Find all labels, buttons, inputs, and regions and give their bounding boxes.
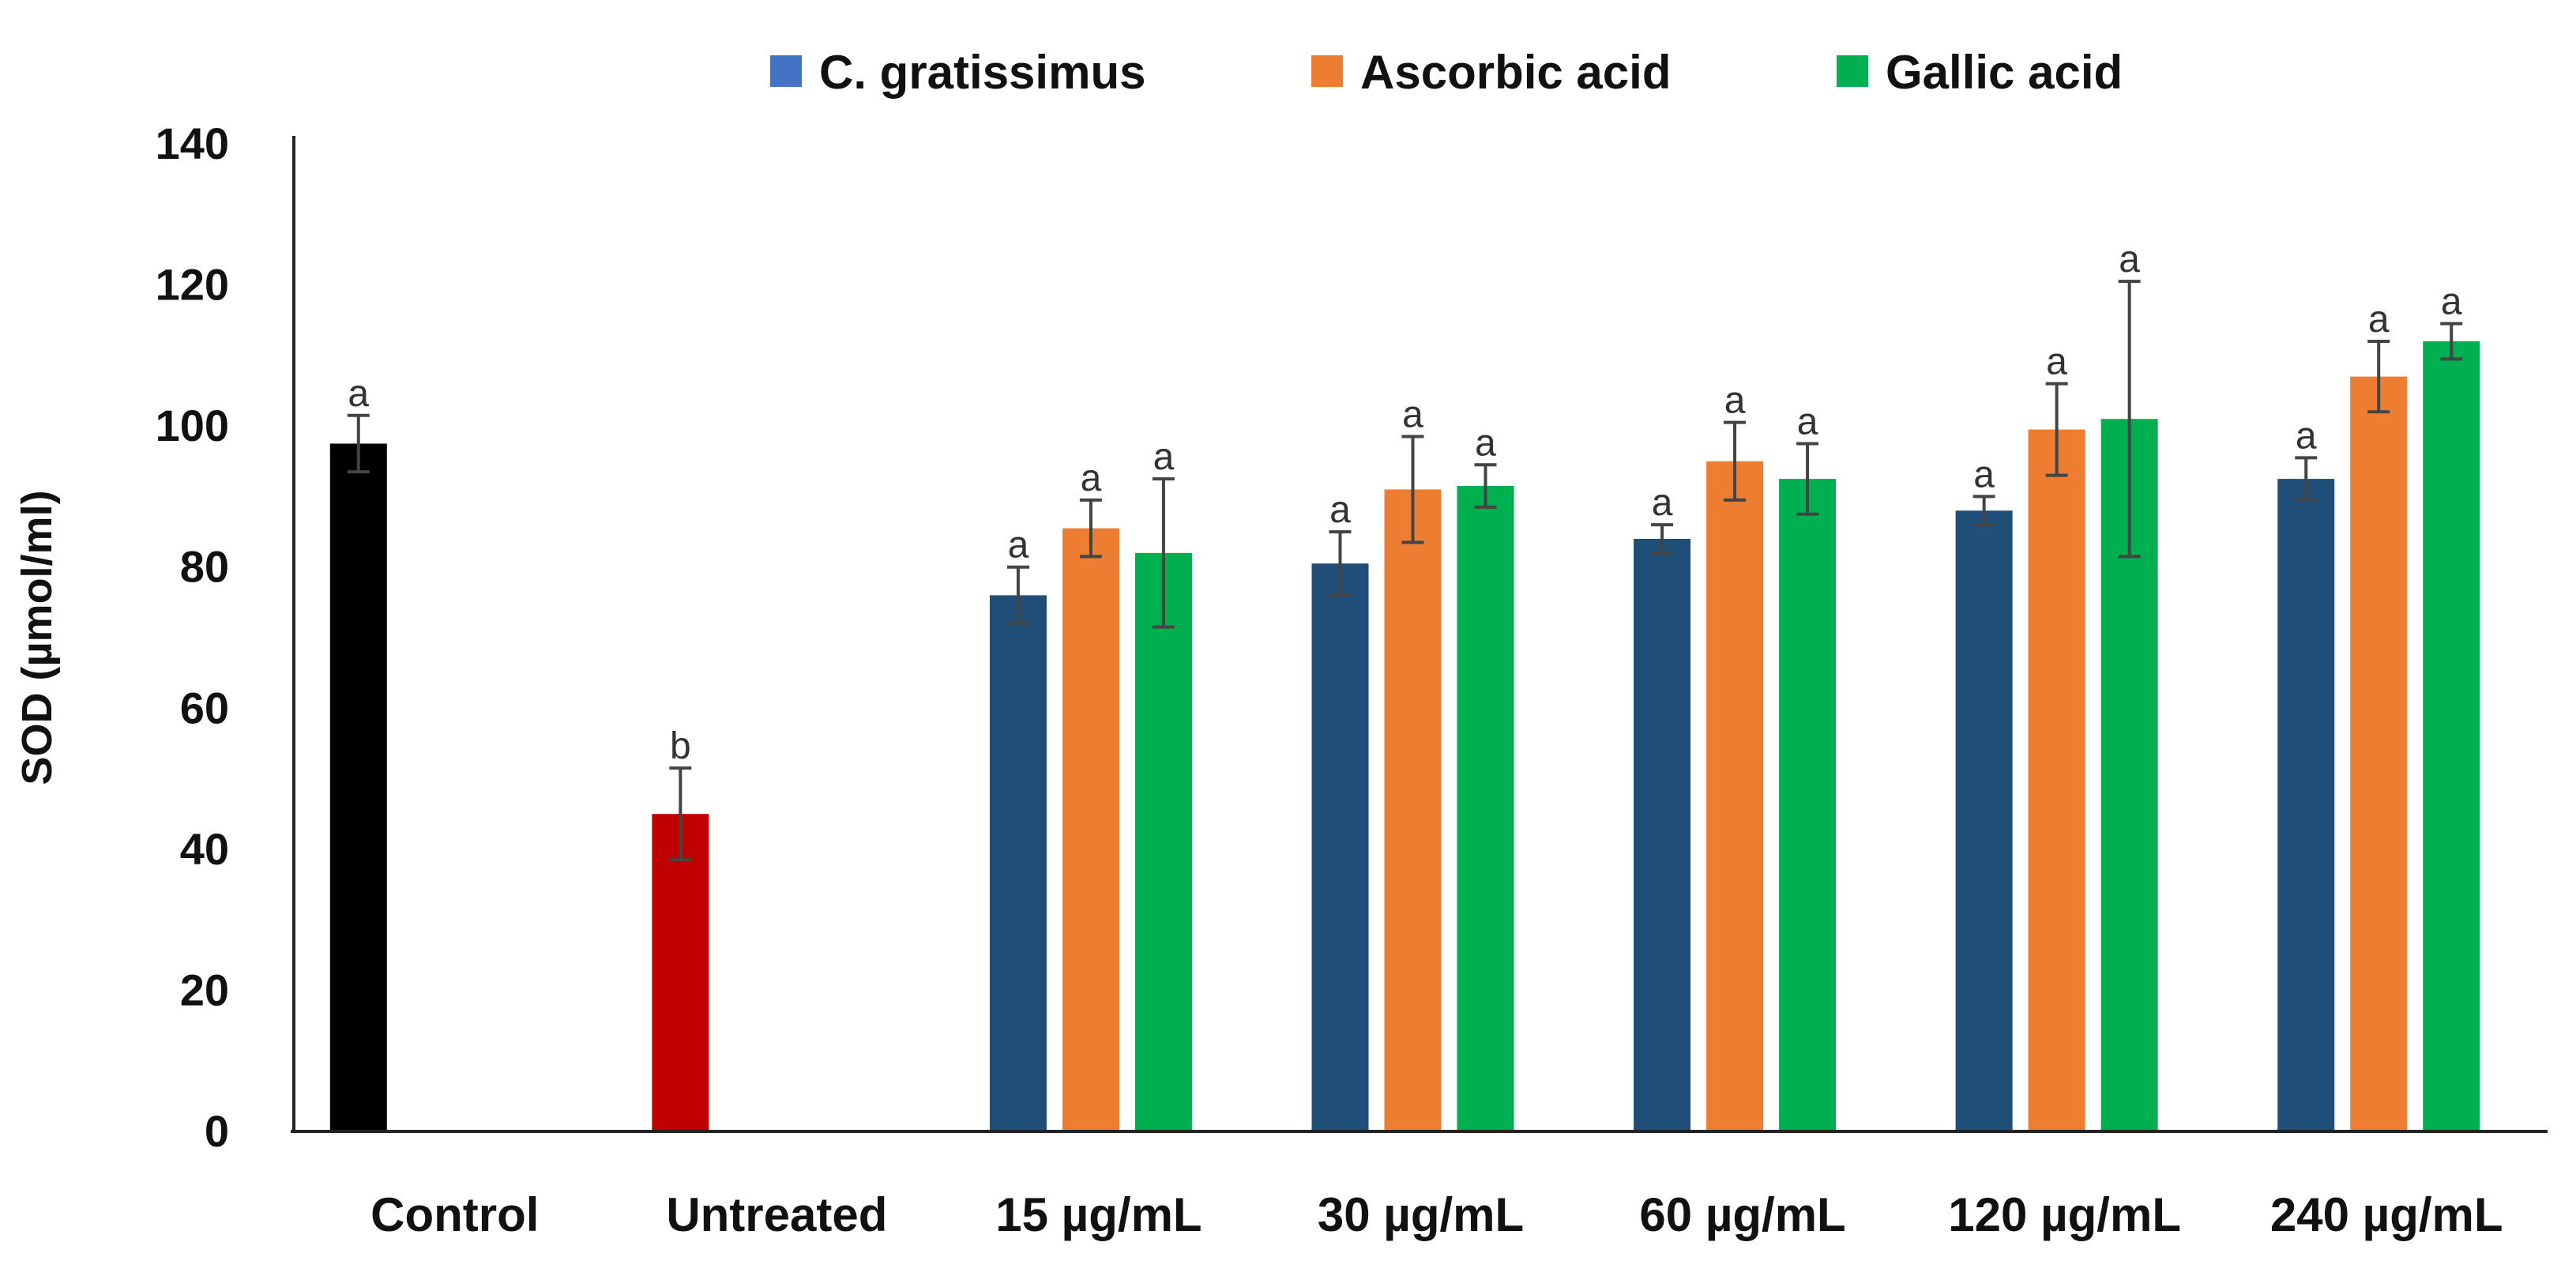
gallic-acid-60-g-ml-bar [1779,479,1837,1131]
legend-label-ascorbic-acid: Ascorbic acid [1360,46,1672,99]
c-gratissimus-240-g-ml-error-bar [2295,456,2318,502]
c-gratissimus-30-g-ml-bar [1311,563,1369,1131]
untreated-significance-label: b [670,725,691,767]
y-tick-label-20: 20 [180,965,229,1014]
c-gratissimus-60-g-ml-significance-label: a [1652,482,1673,524]
gallic-acid-30-g-ml-error-bar [1474,463,1497,509]
ascorbic-acid-60-g-ml-significance-label: a [1724,380,1746,422]
legend-swatch-ascorbic-acid [1311,55,1343,87]
gallic-acid-60-g-ml-error-bar [1796,442,1819,516]
c-gratissimus-15-g-ml-bar [989,595,1047,1131]
gallic-acid-240-g-ml-error-bar [2440,322,2463,361]
bars-group [329,341,2480,1132]
ascorbic-acid-15-g-ml-error-bar [1079,498,1102,559]
gallic-acid-240-g-ml-significance-label: a [2441,281,2462,323]
ascorbic-acid-120-g-ml-significance-label: a [2046,341,2067,383]
ascorbic-acid-60-g-ml-bar [1706,461,1764,1131]
legend-swatch-c-gratissimus [770,55,802,87]
c-gratissimus-30-g-ml-error-bar [1329,530,1352,597]
gallic-acid-60-g-ml-significance-label: a [1797,401,1818,442]
gallic-acid-15-g-ml-significance-label: a [1153,436,1175,478]
untreated-bar [652,814,709,1131]
c-gratissimus-240-g-ml-significance-label: a [2296,415,2317,457]
c-gratissimus-120-g-ml-bar [1955,510,2013,1131]
ascorbic-acid-15-g-ml-significance-label: a [1081,457,1102,499]
ascorbic-acid-120-g-ml-error-bar [2045,382,2068,477]
c-gratissimus-60-g-ml-bar [1634,539,1691,1131]
y-tick-label-80: 80 [180,542,229,592]
legend: C. gratissimus Ascorbic acid Gallic acid [770,46,2123,99]
c-gratissimus-60-g-ml-error-bar [1651,523,1674,555]
legend-label-gallic-acid: Gallic acid [1886,46,2123,99]
ascorbic-acid-240-g-ml-error-bar [2367,340,2390,414]
ascorbic-acid-30-g-ml-significance-label: a [1402,394,1423,436]
y-tick-label-0: 0 [205,1106,229,1156]
gallic-acid-120-g-ml-significance-label: a [2119,239,2140,280]
legend-label-c-gratissimus: C. gratissimus [819,46,1145,99]
axes [291,136,2548,1133]
ascorbic-acid-30-g-ml-bar [1384,489,1442,1131]
gallic-acid-240-g-ml-bar [2423,341,2480,1131]
gallic-acid-30-g-ml-significance-label: a [1475,422,1496,464]
gallic-acid-15-g-ml-error-bar [1152,477,1175,629]
y-tick-label-120: 120 [156,260,229,310]
c-gratissimus-15-g-ml-error-bar [1006,565,1029,626]
y-axis-title: SOD (µmol/ml) [13,490,61,785]
y-tick-label-60: 60 [180,683,229,732]
control-bar [329,443,387,1131]
y-tick-label-40: 40 [180,824,229,874]
category-labels: Control Untreated 15 µg/mL 30 µg/mL 60 µg/mL… [370,1188,2503,1241]
c-gratissimus-120-g-ml-significance-label: a [1973,454,1995,495]
control-significance-label: a [348,373,369,415]
untreated-error-bar [669,766,692,862]
gallic-acid-120-g-ml-error-bar [2118,280,2141,559]
x-category-label-30-g-ml: 30 µg/mL [1318,1188,1524,1241]
c-gratissimus-30-g-ml-significance-label: a [1329,489,1351,531]
gallic-acid-30-g-ml-bar [1457,486,1514,1131]
ascorbic-acid-120-g-ml-bar [2028,429,2085,1131]
y-axis-ticks: 0 20 40 60 80 100 120 140 [156,119,229,1156]
x-category-label-untreated: Untreated [666,1188,887,1241]
c-gratissimus-15-g-ml-significance-label: a [1008,525,1029,566]
ascorbic-acid-15-g-ml-bar [1062,528,1119,1131]
error-bars-group [347,280,2463,862]
legend-swatch-gallic-acid [1837,55,1868,87]
ascorbic-acid-30-g-ml-error-bar [1401,435,1424,544]
c-gratissimus-120-g-ml-error-bar [1972,495,1995,527]
x-category-label-240-g-ml: 240 µg/mL [2270,1188,2503,1241]
gallic-acid-15-g-ml-bar [1134,552,1192,1131]
x-category-label-60-g-ml: 60 µg/mL [1639,1188,1845,1241]
significance-labels: a b a a a a a a a a a a a a a a a [348,239,2461,767]
x-category-label-control: Control [370,1188,539,1241]
y-tick-label-140: 140 [156,119,229,168]
y-tick-label-100: 100 [156,401,229,450]
control-error-bar [347,413,370,474]
c-gratissimus-240-g-ml-bar [2277,479,2335,1131]
ascorbic-acid-240-g-ml-significance-label: a [2368,299,2390,341]
ascorbic-acid-60-g-ml-error-bar [1724,420,1747,502]
x-category-label-120-g-ml: 120 µg/mL [1948,1188,2181,1241]
x-category-label-15-g-ml: 15 µg/mL [995,1188,1202,1241]
ascorbic-acid-240-g-ml-bar [2350,376,2408,1132]
